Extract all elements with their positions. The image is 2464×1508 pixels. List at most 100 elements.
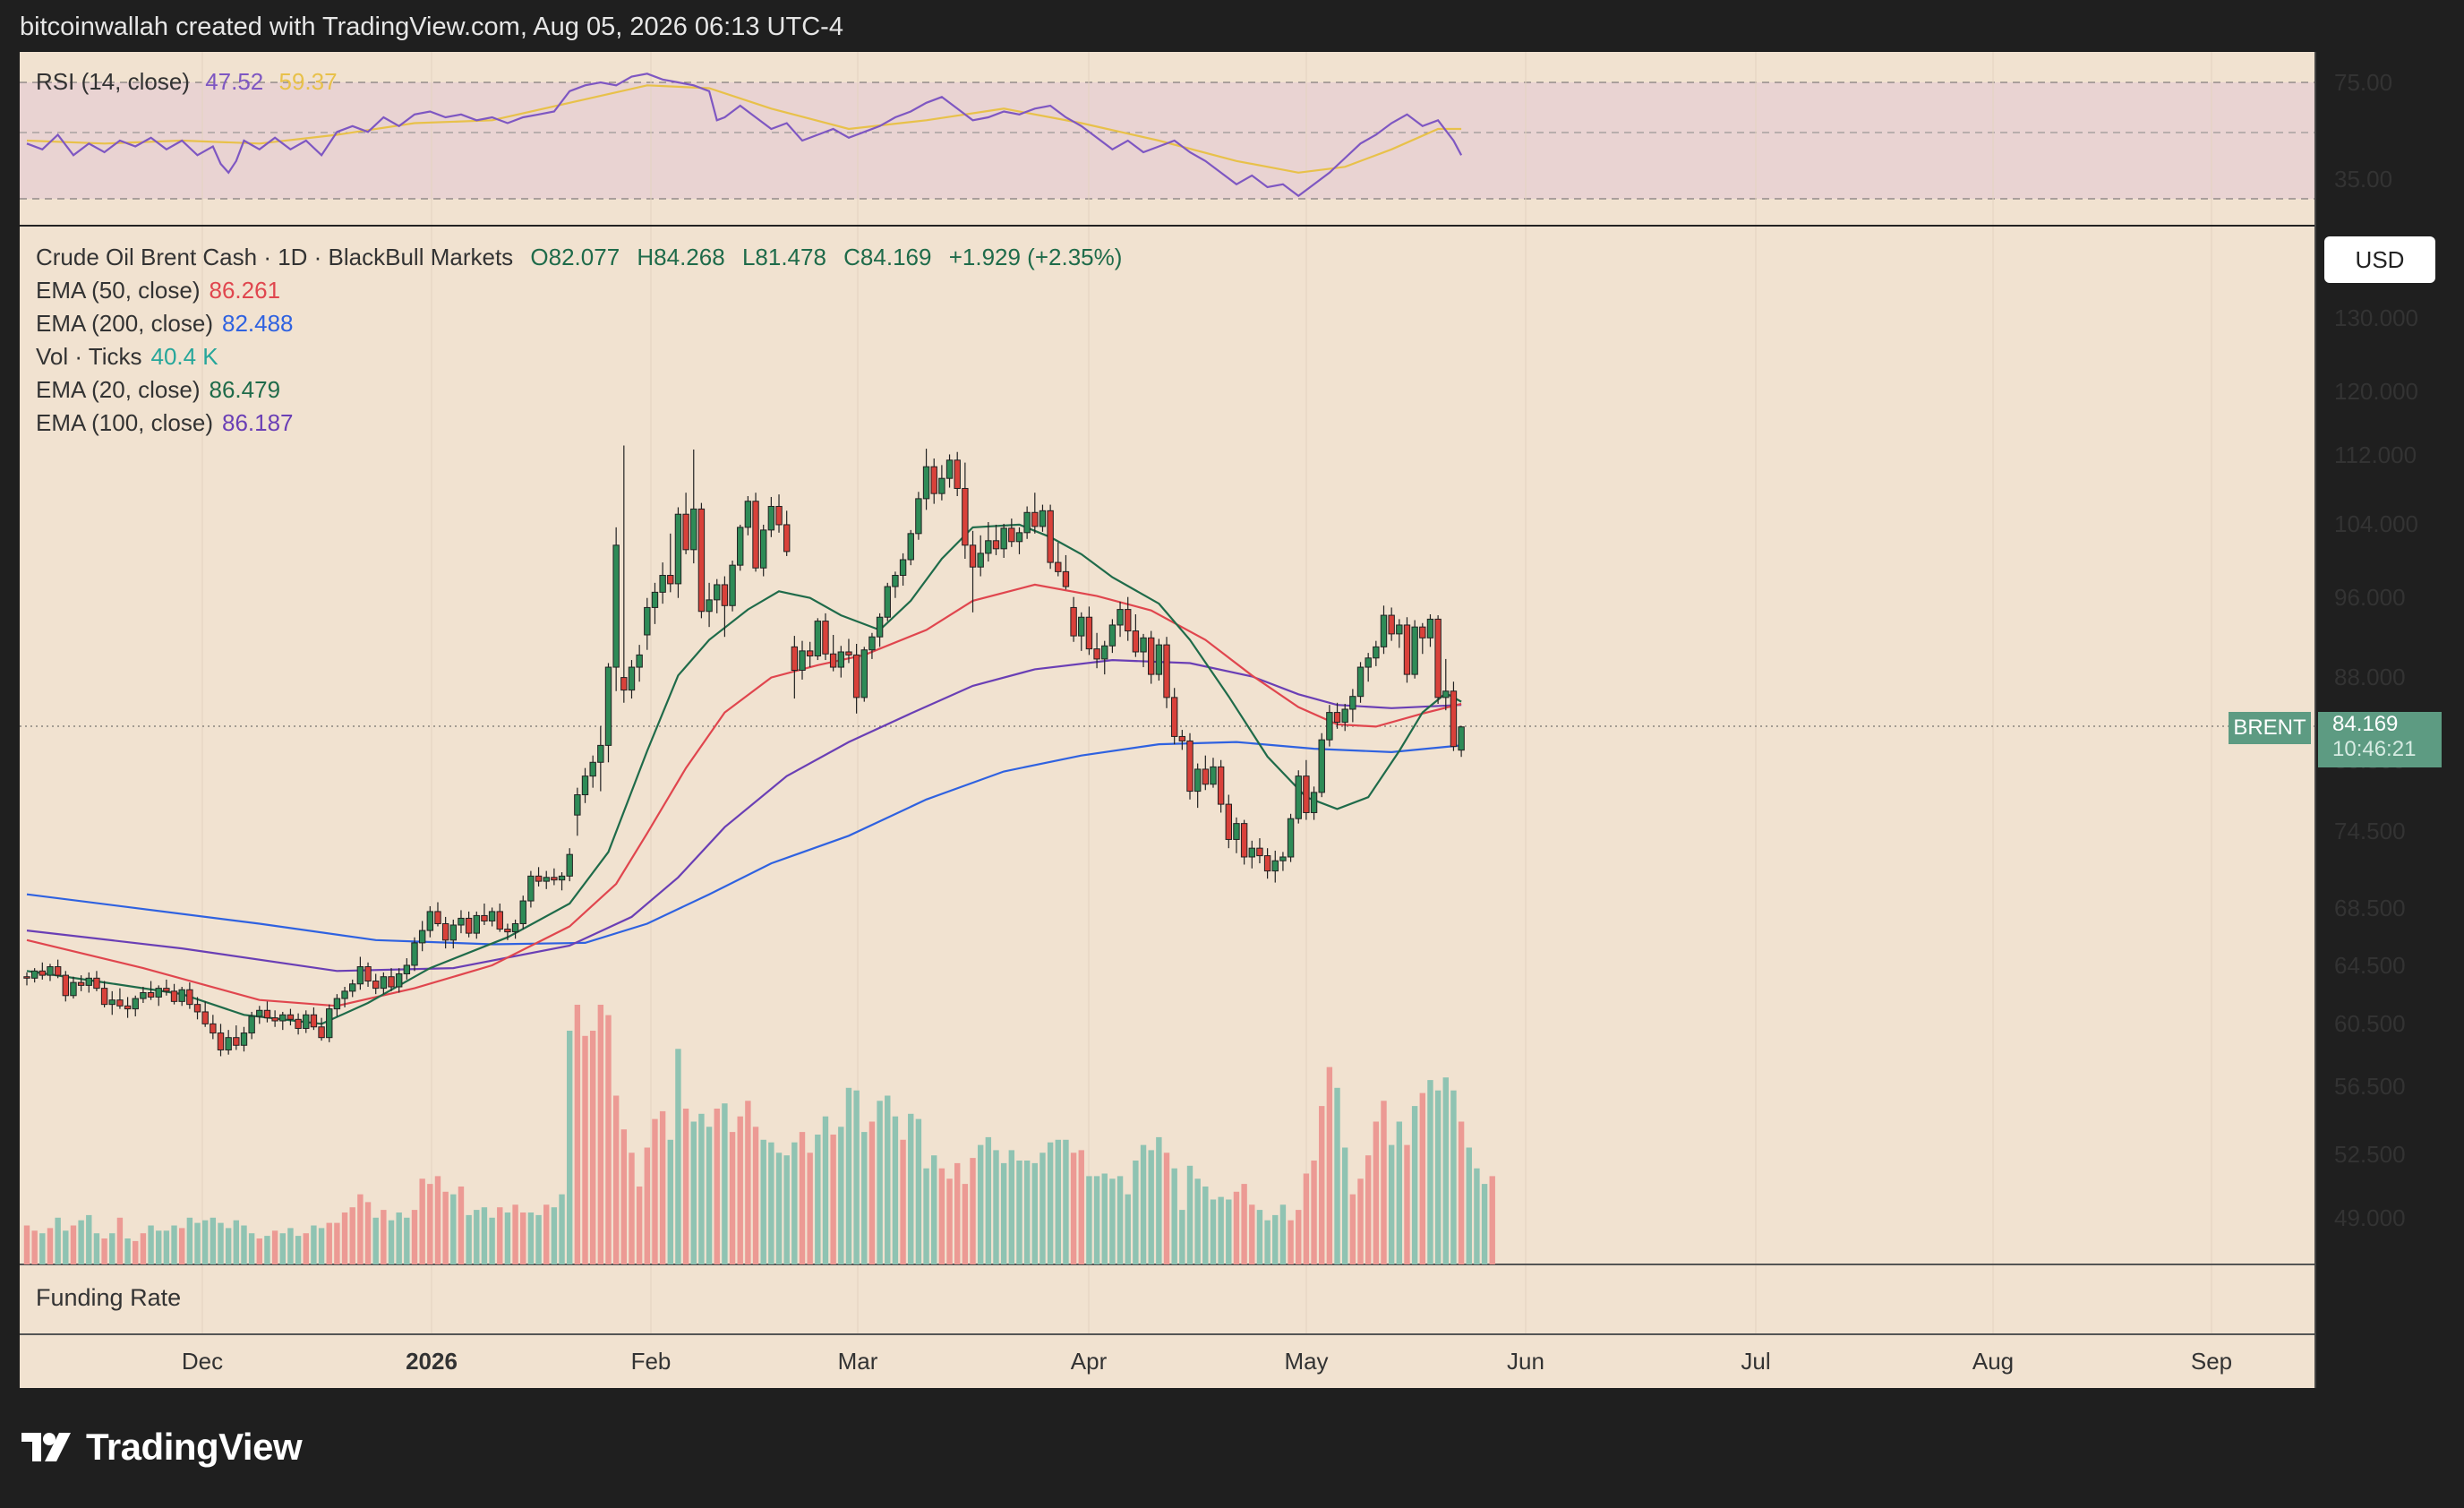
volume-bar [977, 1144, 984, 1264]
candle [449, 919, 458, 949]
candle [1217, 759, 1225, 813]
symbol-title[interactable]: Crude Oil Brent Cash · 1D · BlackBull Ma… [36, 244, 514, 270]
tradingview-logo[interactable]: TradingView [21, 1426, 303, 1469]
last-price-tag: 84.169 10:46:21 [2318, 712, 2442, 767]
candle [651, 582, 659, 624]
volume-bar [419, 1178, 425, 1264]
candle [1310, 786, 1318, 820]
candle-body [1310, 792, 1318, 813]
candle [612, 527, 620, 691]
candle-body [845, 651, 852, 655]
candle-body [558, 875, 566, 881]
candle [178, 987, 185, 1007]
candle [225, 1030, 232, 1055]
volume-bar [993, 1150, 999, 1264]
ohlc-close: C84.169 [843, 244, 932, 270]
volume-bar [775, 1152, 783, 1264]
volume-bar [535, 1214, 542, 1264]
candle [295, 1013, 302, 1035]
ema20-label[interactable]: EMA (20, close) [36, 376, 201, 403]
candle-body [729, 564, 736, 606]
volume-bar [1481, 1184, 1488, 1264]
volume-bar [1458, 1121, 1465, 1264]
candle [77, 975, 85, 991]
candle [132, 995, 139, 1016]
price-tick-label: 74.500 [2334, 818, 2406, 844]
candle [1326, 705, 1333, 747]
vol-label[interactable]: Vol · Ticks [36, 343, 142, 370]
candle [1356, 662, 1365, 703]
ema200-label[interactable]: EMA (200, close) [36, 310, 213, 337]
candle-body [667, 575, 674, 585]
volume-bar [574, 1005, 581, 1264]
candle [263, 1001, 271, 1023]
candle [1295, 770, 1302, 824]
ema100-label[interactable]: EMA (100, close) [36, 409, 213, 436]
candle-body [388, 976, 395, 988]
volume-bar [1163, 1152, 1170, 1264]
candle [892, 571, 899, 598]
candle-body [783, 524, 791, 553]
volume-bar [357, 1194, 364, 1264]
candle [775, 494, 783, 533]
volume-bar [938, 1168, 945, 1264]
candle [783, 510, 791, 556]
candle [1170, 688, 1178, 745]
candle-body [1373, 646, 1380, 659]
candle-body [992, 540, 1000, 550]
volume-bar [171, 1225, 177, 1264]
volume-bar [1125, 1194, 1131, 1264]
volume-bar [1047, 1142, 1054, 1264]
volume-bar [845, 1087, 852, 1264]
volume-bar [156, 1230, 162, 1264]
volume-bar [1109, 1178, 1116, 1264]
price-tick-label: 96.000 [2334, 584, 2406, 611]
candle-body [915, 498, 922, 535]
candle-body [303, 1014, 310, 1029]
time-tick-label: Aug [1972, 1348, 2014, 1375]
candle [829, 634, 837, 672]
candle [426, 905, 434, 938]
rsi-lines [26, 73, 1463, 198]
volume-bar [1156, 1136, 1162, 1264]
candle [620, 445, 628, 703]
volume-bar [1357, 1178, 1364, 1264]
candle-body [271, 1017, 278, 1022]
candle-body [690, 508, 697, 551]
candle-body [23, 976, 30, 979]
candle [1263, 848, 1271, 879]
volume-bar [659, 1110, 666, 1264]
volume-bar [1303, 1173, 1310, 1264]
candle-body [604, 666, 612, 746]
candle-body [945, 459, 954, 479]
candle [356, 956, 364, 990]
volume-bar [474, 1210, 480, 1264]
rsi-ma-value: 59.37 [278, 68, 338, 95]
volume-bar [256, 1238, 262, 1264]
candle-body [1116, 609, 1124, 626]
volume-bar [1342, 1147, 1348, 1264]
candle-body [62, 974, 69, 997]
currency-selector[interactable]: USD [2324, 236, 2435, 283]
volume-bar [349, 1207, 355, 1264]
candle-body [1093, 648, 1100, 660]
ema50-label[interactable]: EMA (50, close) [36, 277, 201, 304]
volume-bar [1396, 1121, 1403, 1264]
volume-bar [1040, 1152, 1046, 1264]
volume-bar [466, 1214, 472, 1264]
candle [954, 451, 961, 497]
volume-bar [760, 1139, 766, 1264]
candle [1108, 619, 1116, 654]
volume-bar [318, 1228, 325, 1264]
candle-body [1426, 618, 1434, 638]
candle [558, 872, 566, 891]
volume-bar [1434, 1090, 1442, 1264]
time-tick-label: Mar [838, 1348, 878, 1375]
price-axis-labels: 130.000 120.000 112.000 104.000 96.000 88.000… [2334, 304, 2418, 1231]
volume-bar [186, 1217, 193, 1264]
volume-bar [745, 1101, 751, 1264]
candle-body [116, 999, 124, 1007]
volume-bar [1334, 1087, 1340, 1264]
volume-bar [201, 1220, 209, 1264]
